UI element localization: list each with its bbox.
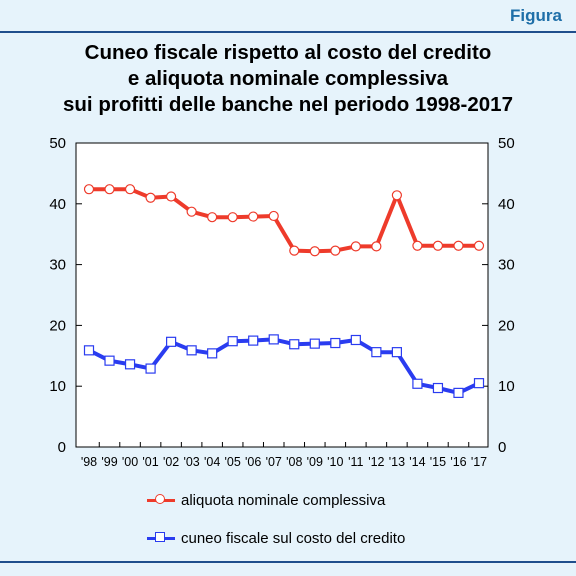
- x-tick-label: '13: [389, 455, 405, 469]
- chart-title-line-3: sui profitti delle banche nel periodo 19…: [63, 93, 513, 116]
- data-point: [371, 241, 382, 252]
- x-tick-label: '04: [204, 455, 220, 469]
- data-point: [268, 210, 279, 222]
- bottom-rule: [0, 561, 576, 563]
- data-point: [248, 335, 259, 346]
- x-tick-label: '07: [266, 455, 282, 469]
- data-point: [289, 339, 300, 350]
- data-point: [248, 211, 259, 222]
- data-point: [432, 382, 444, 394]
- x-tick-label: '03: [183, 455, 199, 469]
- series-layer: [83, 184, 485, 398]
- y-tick-label-right: 20: [498, 317, 515, 334]
- x-axis: '98 '99 '00 '01 '02 '03 '04 '05 '06 '07 '08 '09 '10 '…: [81, 442, 487, 469]
- data-point: [166, 336, 177, 347]
- data-point: [473, 240, 485, 251]
- data-point: [124, 184, 136, 195]
- x-tick-label: '02: [163, 455, 179, 469]
- legend-label-cuneo: cuneo fiscale sul costo del credito: [181, 529, 406, 547]
- y-axis-left: 0 10 20 30 40 50: [49, 135, 82, 456]
- legend-label-aliquota: aliquota nominale complessiva: [181, 491, 386, 509]
- y-tick-label-left: 0: [58, 439, 66, 456]
- data-point: [453, 240, 464, 251]
- data-point: [412, 240, 423, 251]
- y-tick-label-left: 50: [49, 135, 66, 152]
- data-point: [145, 363, 156, 374]
- series-0: [83, 184, 485, 257]
- data-point: [330, 245, 341, 256]
- y-tick-label-left: 20: [49, 317, 66, 334]
- series-1: [83, 334, 485, 398]
- data-point: [391, 190, 402, 201]
- data-point: [124, 359, 136, 370]
- data-point: [412, 378, 423, 389]
- y-tick-label-right: 40: [498, 196, 515, 213]
- data-point: [186, 206, 197, 217]
- legend-item-aliquota: aliquota nominale complessiva: [147, 488, 405, 512]
- data-point: [83, 345, 95, 356]
- data-point: [330, 337, 341, 349]
- y-tick-label-left: 40: [49, 196, 66, 213]
- x-tick-label: '09: [307, 455, 323, 469]
- x-tick-label: '10: [327, 455, 343, 469]
- x-tick-label: '99: [101, 455, 117, 469]
- x-tick-label: '08: [286, 455, 302, 469]
- data-point: [309, 338, 320, 349]
- data-point: [207, 212, 218, 223]
- x-tick-label: '00: [122, 455, 138, 469]
- y-tick-label-right: 10: [498, 378, 515, 395]
- y-axis-right: 0 10 20 30 40 50: [482, 135, 515, 456]
- x-tick-label: '01: [142, 455, 158, 469]
- x-tick-label: '06: [245, 455, 261, 469]
- y-tick-label-left: 30: [49, 257, 66, 274]
- data-point: [453, 387, 464, 398]
- chart-title-line-2: e aliquota nominale complessiva: [127, 67, 449, 90]
- top-rule: [0, 31, 576, 33]
- legend-swatch-aliquota: [147, 493, 175, 507]
- data-point: [391, 347, 402, 358]
- data-point: [289, 245, 300, 256]
- data-point: [83, 184, 95, 195]
- chart-title: Cuneo fiscale rispetto al costo del cred…: [0, 40, 576, 118]
- x-tick-label: '17: [471, 455, 487, 469]
- legend-item-cuneo: cuneo fiscale sul costo del credito: [147, 526, 405, 550]
- data-point: [207, 348, 218, 359]
- y-tick-label-right: 0: [498, 439, 506, 456]
- data-point: [473, 378, 485, 389]
- figure-label: Figura: [510, 6, 562, 25]
- data-point: [104, 355, 115, 366]
- data-point: [371, 347, 382, 358]
- data-point: [309, 246, 320, 257]
- data-point: [350, 241, 361, 252]
- x-tick-label: '12: [368, 455, 384, 469]
- x-tick-label: '14: [409, 455, 425, 469]
- y-tick-label-right: 30: [498, 257, 515, 274]
- chart-title-line-1: Cuneo fiscale rispetto al costo del cred…: [84, 41, 492, 64]
- data-point: [166, 191, 177, 202]
- data-point: [432, 240, 444, 251]
- x-tick-label: '05: [225, 455, 241, 469]
- data-point: [104, 184, 115, 195]
- x-tick-label: '11: [348, 455, 363, 469]
- x-tick-label: '98: [81, 455, 97, 469]
- data-point: [186, 345, 197, 356]
- data-point: [227, 336, 238, 347]
- plot-area: [75, 142, 489, 448]
- data-point: [145, 192, 156, 203]
- data-point: [350, 334, 361, 346]
- x-tick-label: '15: [430, 455, 446, 469]
- y-tick-label-left: 10: [49, 378, 66, 395]
- x-tick-label: '16: [450, 455, 466, 469]
- data-point: [227, 212, 238, 223]
- legend-swatch-cuneo: [147, 531, 175, 545]
- y-tick-label-right: 50: [498, 135, 515, 152]
- legend: aliquota nominale complessiva cuneo fisc…: [147, 488, 405, 550]
- data-point: [268, 334, 279, 345]
